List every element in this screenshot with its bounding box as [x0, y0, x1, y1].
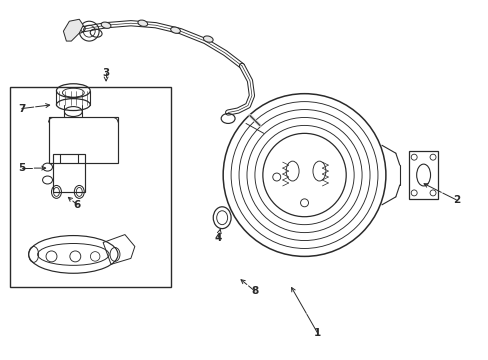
Ellipse shape — [170, 27, 180, 33]
Text: 5: 5 — [18, 163, 25, 173]
Ellipse shape — [138, 20, 147, 26]
Text: 7: 7 — [18, 104, 25, 113]
Polygon shape — [63, 19, 83, 41]
Bar — [10, 87, 170, 287]
Text: 3: 3 — [102, 68, 109, 78]
Text: 4: 4 — [214, 233, 222, 243]
Ellipse shape — [203, 36, 213, 42]
Ellipse shape — [101, 22, 111, 28]
Bar — [53, 154, 85, 192]
Bar — [48, 117, 118, 163]
Text: 1: 1 — [313, 328, 321, 338]
Bar — [408, 151, 438, 199]
Text: 2: 2 — [452, 195, 459, 205]
Text: 6: 6 — [74, 200, 81, 210]
Text: 8: 8 — [251, 286, 258, 296]
